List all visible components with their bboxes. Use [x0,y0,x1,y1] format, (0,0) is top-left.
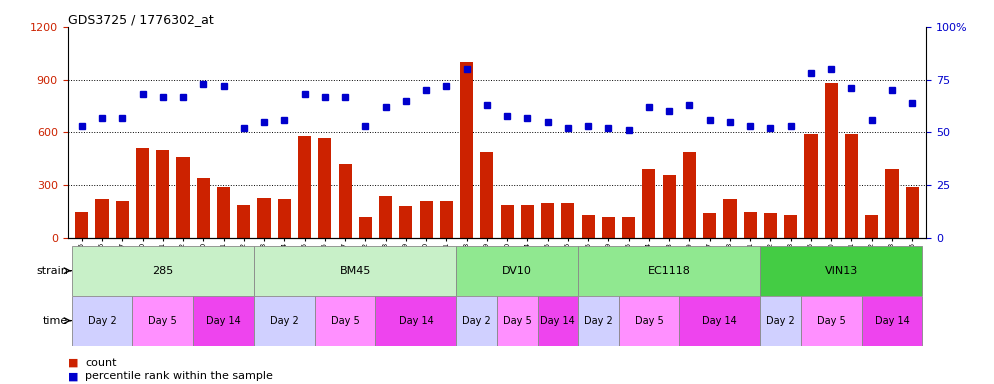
Text: Day 2: Day 2 [270,316,298,326]
Text: Day 2: Day 2 [583,316,612,326]
Bar [72,246,253,296]
Bar [679,296,760,346]
Bar [439,201,453,238]
Text: 285: 285 [152,266,173,276]
Bar [419,201,432,238]
Bar [581,215,594,238]
Bar [618,296,679,346]
Text: time: time [43,316,68,326]
Bar [456,246,579,296]
Bar [703,214,717,238]
Bar [318,138,331,238]
Text: VIN13: VIN13 [825,266,858,276]
Bar [906,187,918,238]
Text: DV10: DV10 [502,266,532,276]
Bar [115,201,129,238]
Bar [339,164,352,238]
Text: strain: strain [36,266,68,276]
Text: BM45: BM45 [340,266,371,276]
Text: Day 2: Day 2 [87,316,116,326]
Bar [95,199,108,238]
Bar [400,207,413,238]
Bar [801,296,862,346]
Text: ■: ■ [68,358,79,368]
Text: Day 14: Day 14 [399,316,433,326]
Text: EC1118: EC1118 [648,266,691,276]
Bar [132,296,193,346]
Bar [601,217,615,238]
Bar [456,296,497,346]
Bar [683,152,696,238]
Text: Day 14: Day 14 [541,316,576,326]
Bar [760,246,922,296]
Bar [579,246,760,296]
Text: Day 5: Day 5 [331,316,360,326]
Bar [663,175,676,238]
Bar [865,215,879,238]
Bar [642,169,655,238]
Bar [760,296,801,346]
Bar [541,203,555,238]
Bar [538,296,579,346]
Bar [253,296,315,346]
Text: Day 5: Day 5 [148,316,177,326]
Bar [480,152,493,238]
Bar [253,246,456,296]
Bar [177,157,190,238]
Text: Day 5: Day 5 [503,316,532,326]
Bar [257,198,270,238]
Text: Day 14: Day 14 [875,316,910,326]
Bar [562,203,575,238]
Bar [217,187,231,238]
Bar [521,205,534,238]
Bar [825,83,838,238]
Bar [845,134,858,238]
Text: count: count [85,358,117,368]
Bar [460,62,473,238]
Bar [277,199,291,238]
Bar [197,178,210,238]
Bar [763,214,777,238]
Bar [497,296,538,346]
Bar [72,296,132,346]
Text: percentile rank within the sample: percentile rank within the sample [85,371,273,381]
Bar [804,134,817,238]
Text: GDS3725 / 1776302_at: GDS3725 / 1776302_at [68,13,214,26]
Text: ■: ■ [68,371,79,381]
Bar [862,296,922,346]
Bar [744,212,756,238]
Bar [315,296,376,346]
Bar [193,296,253,346]
Bar [76,212,88,238]
Bar [376,296,456,346]
Bar [136,148,149,238]
Bar [359,217,372,238]
Bar [238,205,250,238]
Bar [298,136,311,238]
Bar [379,196,393,238]
Text: Day 2: Day 2 [462,316,491,326]
Text: Day 14: Day 14 [206,316,241,326]
Bar [784,215,797,238]
Text: Day 5: Day 5 [817,316,846,326]
Text: Day 5: Day 5 [634,316,663,326]
Bar [622,217,635,238]
Bar [724,199,737,238]
Text: Day 2: Day 2 [766,316,795,326]
Bar [579,296,618,346]
Text: Day 14: Day 14 [703,316,738,326]
Bar [501,205,514,238]
Bar [156,150,169,238]
Bar [886,169,899,238]
